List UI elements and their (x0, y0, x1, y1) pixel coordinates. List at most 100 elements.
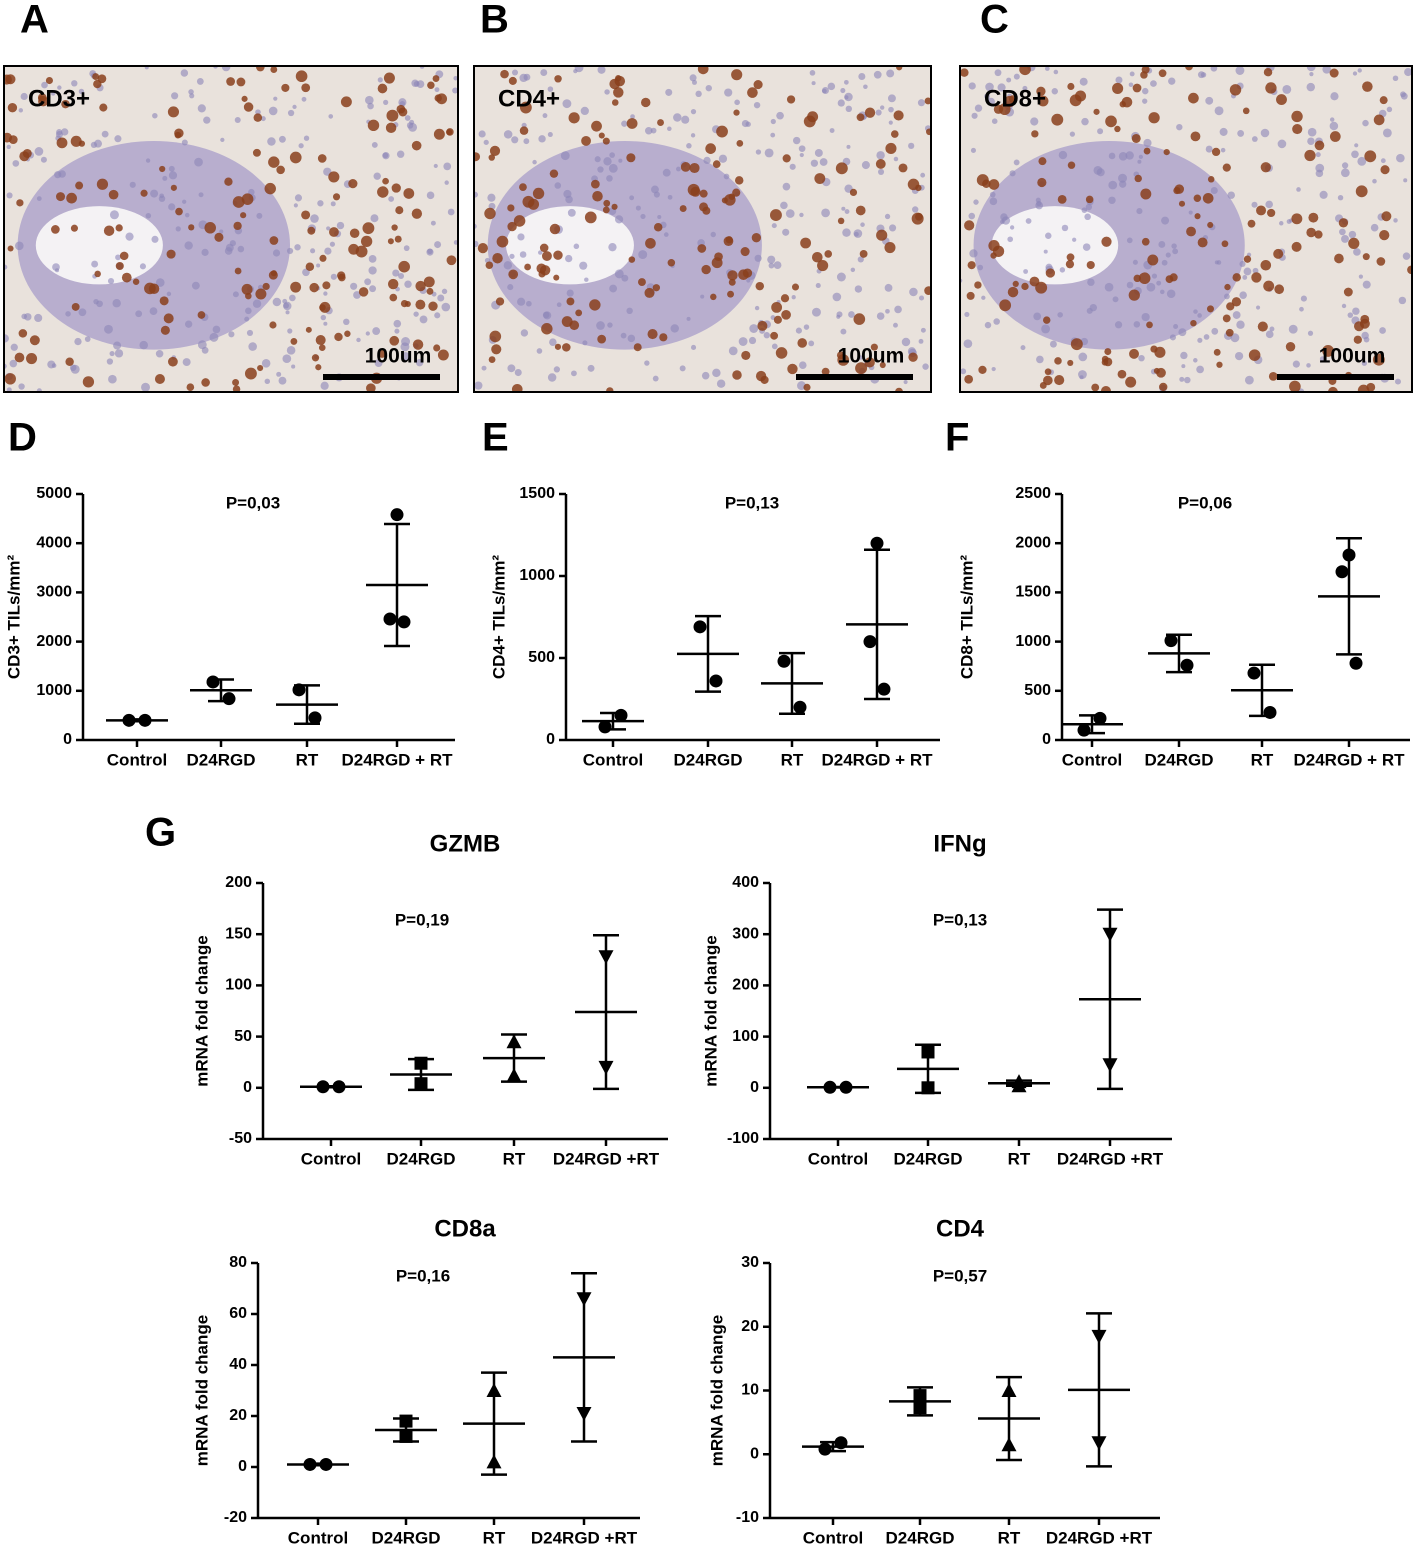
stained-cell (1243, 255, 1252, 263)
cell (91, 260, 99, 268)
cell (1033, 312, 1042, 321)
stained-cell (835, 162, 848, 175)
cell (416, 80, 425, 88)
cell (41, 81, 48, 89)
cell (977, 264, 984, 271)
stained-cell (1174, 184, 1184, 194)
stained-cell (159, 165, 166, 173)
stained-cell (383, 72, 395, 84)
cell (690, 344, 697, 351)
cell (676, 166, 681, 172)
cell (487, 193, 496, 202)
cell (1200, 72, 1207, 78)
cell (991, 366, 996, 372)
cell (1057, 312, 1063, 318)
cell (1265, 200, 1273, 209)
cell (287, 109, 295, 117)
cell (549, 338, 557, 346)
cell (1322, 66, 1332, 74)
point (1180, 658, 1194, 672)
stained-cell (855, 205, 866, 216)
cell (507, 284, 514, 291)
stained-cell (1117, 369, 1127, 379)
stained-cell (988, 240, 1000, 252)
stained-cell (1125, 376, 1137, 388)
cell (755, 149, 762, 155)
stained-cell (5, 74, 16, 85)
cell (426, 191, 435, 200)
stained-cell (736, 140, 744, 147)
cell (1244, 375, 1254, 385)
stained-cell (377, 349, 387, 358)
cell (310, 248, 316, 254)
cell (587, 364, 595, 372)
cell (1010, 225, 1015, 230)
cell (700, 294, 705, 299)
stained-cell (432, 75, 440, 82)
y-tick-label: 5000 (36, 485, 72, 502)
stained-cell (295, 70, 308, 83)
stained-cell (657, 119, 664, 126)
cell (1043, 249, 1048, 254)
cell (1006, 77, 1012, 83)
stained-cell (1360, 314, 1370, 324)
cell (638, 250, 648, 260)
cell (441, 288, 448, 295)
cell (209, 332, 219, 342)
cell (1197, 313, 1202, 318)
stained-cell (1314, 230, 1323, 239)
cell (1361, 360, 1367, 366)
y-tick-label: 10 (741, 1382, 759, 1399)
cell (827, 82, 836, 91)
y-tick-label: 0 (243, 1079, 252, 1096)
stained-cell (433, 128, 445, 140)
stained-cell (1159, 382, 1168, 392)
stained-cell (532, 187, 545, 200)
stained-cell (1265, 82, 1277, 94)
cell (330, 201, 336, 207)
y-tick-label: -20 (224, 1509, 247, 1526)
x-tick-label: D24RGD + RT (822, 750, 934, 769)
stained-cell (1364, 150, 1377, 163)
stained-cell (780, 294, 790, 303)
cell (920, 172, 926, 178)
stained-cell (1329, 131, 1341, 142)
cell (875, 109, 882, 116)
stained-cell (307, 226, 316, 235)
stained-cell (256, 66, 265, 72)
cell (141, 382, 151, 392)
stained-cell (1121, 96, 1133, 108)
y-tick-label: 4000 (36, 534, 72, 551)
stained-cell (1114, 125, 1121, 133)
cell (371, 141, 378, 148)
panel-letter: B (480, 0, 509, 42)
cell (1146, 282, 1156, 292)
cell (382, 152, 390, 160)
cell (1386, 106, 1393, 113)
cell (594, 156, 601, 163)
cell (1358, 274, 1364, 279)
cell (893, 156, 899, 162)
annotation: P=0,19 (395, 910, 449, 929)
stained-cell (602, 206, 610, 214)
cell (182, 358, 191, 367)
cell (1176, 123, 1183, 131)
x-tick-label: D24RGD +RT (1057, 1149, 1164, 1168)
cell (803, 324, 810, 330)
cell (829, 128, 835, 133)
cell (912, 206, 919, 213)
stained-cell (771, 301, 783, 313)
cell (356, 337, 361, 343)
stained-cell (924, 97, 931, 105)
cell (303, 135, 310, 141)
stained-cell (159, 296, 169, 306)
cell (54, 171, 62, 179)
stained-cell (411, 140, 422, 151)
cell (651, 185, 659, 194)
x-tick-label: RT (483, 1528, 506, 1546)
annotation: P=0,13 (933, 910, 987, 929)
cell (1137, 159, 1142, 164)
cell (789, 163, 796, 170)
cell (1084, 213, 1091, 221)
y-tick-label: 20 (741, 1318, 759, 1335)
